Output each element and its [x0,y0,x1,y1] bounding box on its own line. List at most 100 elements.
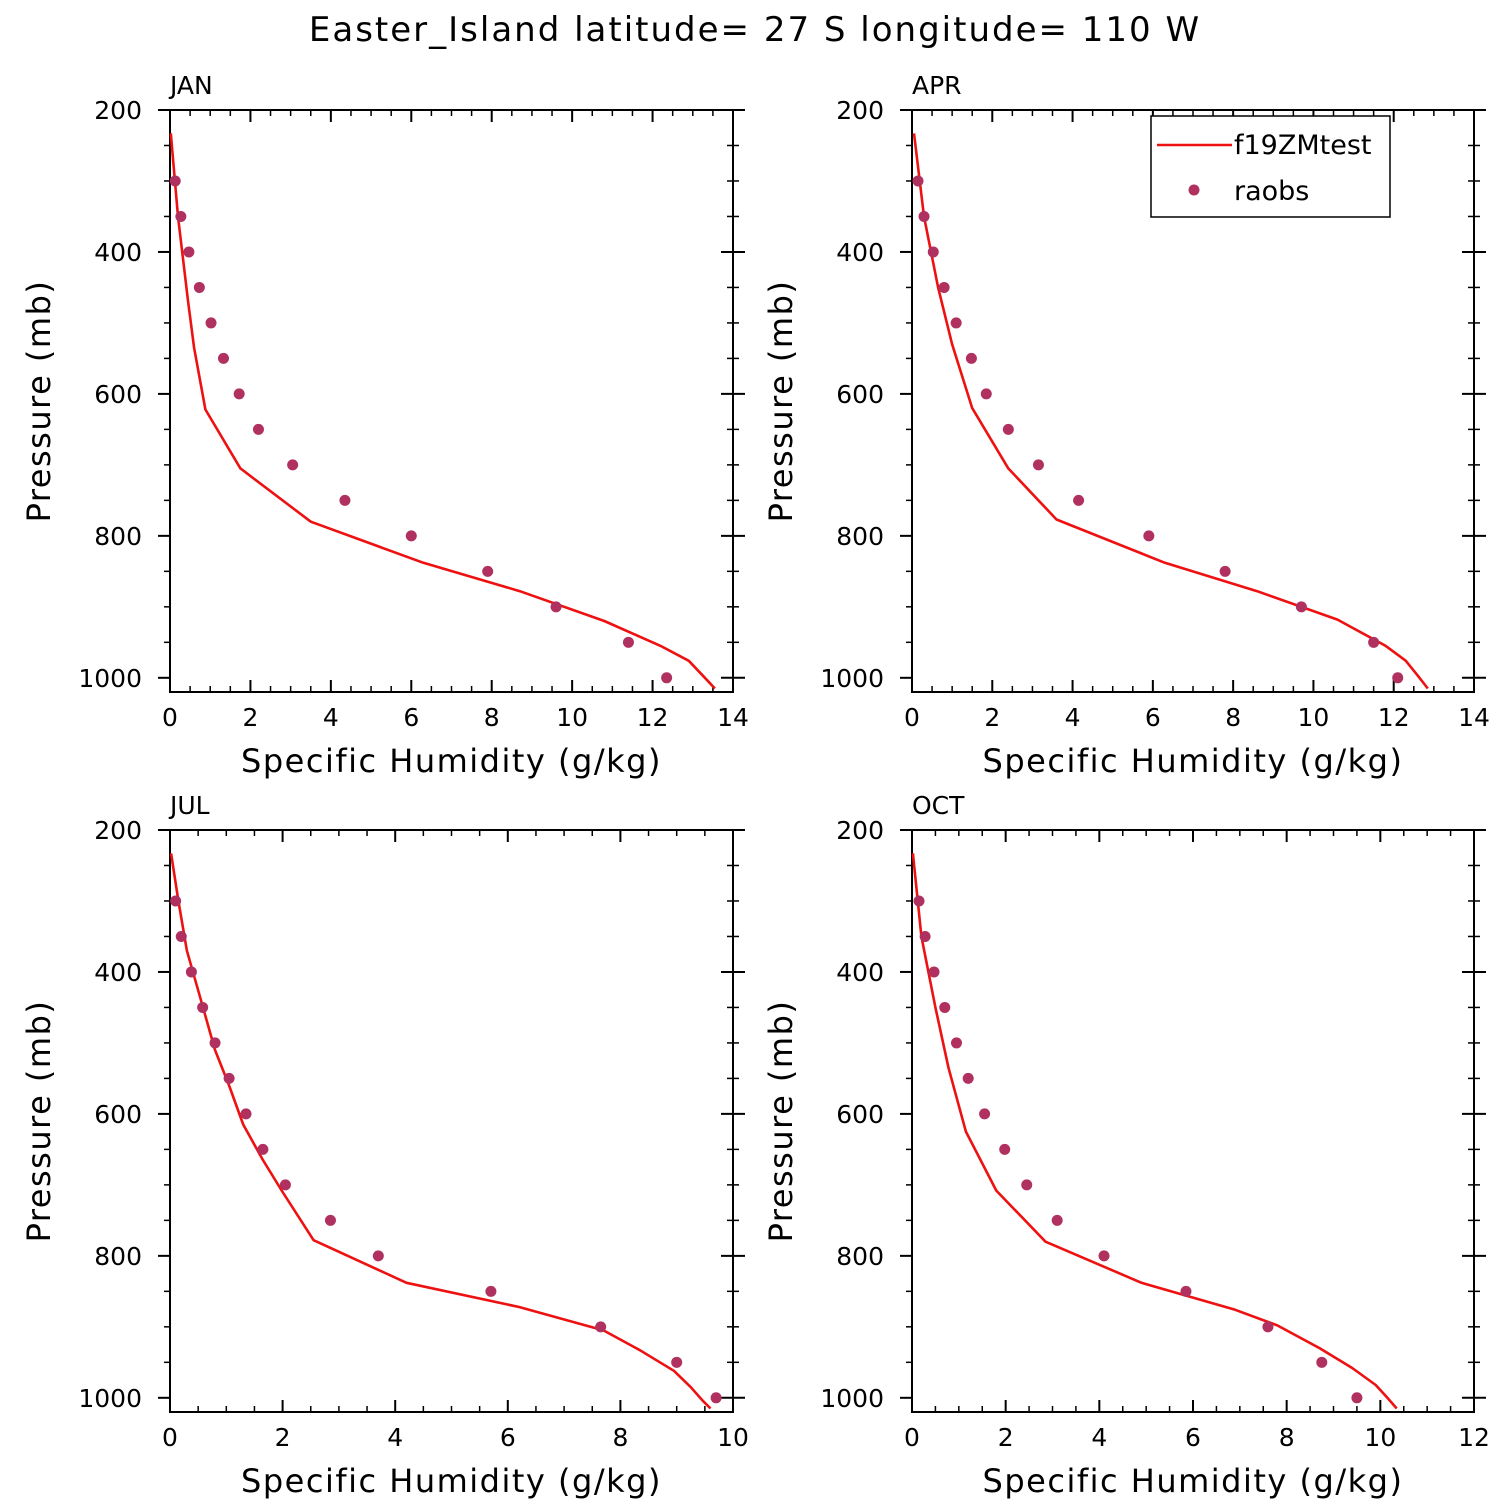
x-axis-title: Specific Humidity (g/kg) [983,1462,1404,1500]
x-tick-label: 8 [612,1423,628,1452]
panel-apr: 0 2 4 6 8 10 12 14 200 400 600 800 1000 Specific Humi… [762,71,1490,780]
obs-point [183,246,195,258]
x-tick-label: 2 [984,703,1000,732]
x-tick-label: 14 [1458,703,1490,732]
x-tick-label: 12 [1458,1423,1490,1452]
x-tick-label: 14 [717,703,749,732]
obs-point [1368,636,1380,648]
y-tick-label: 200 [94,816,142,845]
obs-point [287,459,299,471]
obs-point [950,1037,962,1049]
obs-point [710,1392,722,1404]
obs-point [1002,423,1014,435]
y-axis-title: Pressure (mb) [762,280,800,523]
x-tick-label: 2 [998,1423,1014,1452]
y-tick-label: 600 [94,380,142,409]
obs-point [550,601,562,613]
x-tick-label: 10 [1298,703,1330,732]
y-tick-label: 400 [94,958,142,987]
obs-point [1073,494,1085,506]
obs-point [175,930,187,942]
y-tick-label: 1000 [820,1384,884,1413]
obs-point [1021,1179,1033,1191]
obs-point [193,281,205,293]
obs-point [1051,1214,1063,1226]
x-axis-title: Specific Humidity (g/kg) [241,1462,662,1500]
x-tick-label: 8 [1279,1423,1295,1452]
x-tick-label: 0 [904,703,920,732]
x-tick-label: 4 [323,703,339,732]
obs-point [1143,530,1155,542]
x-tick-label: 8 [484,703,500,732]
obs-point [622,636,634,648]
model-line [911,853,1398,1410]
panel-jul: 0 2 4 6 8 10 200 400 600 800 1000 Specific Humidity… [20,791,749,1500]
obs-point [1295,601,1307,613]
figure-title: Easter_Island latitude= 27 S longitude= … [308,10,1202,50]
obs-point [595,1321,607,1333]
obs-point [372,1250,384,1262]
obs-point [962,1072,974,1084]
y-tick-label: 200 [836,816,884,845]
obs-point [170,895,182,907]
obs-point [671,1356,683,1368]
x-tick-label: 4 [1091,1423,1107,1452]
y-tick-label: 1000 [78,664,142,693]
y-axis-title: Pressure (mb) [762,1000,800,1243]
obs-point [485,1285,497,1297]
x-tick-label: 12 [1378,703,1410,732]
obs-point [927,246,939,258]
model-line [169,853,712,1410]
y-tick-label: 800 [94,1242,142,1271]
x-tick-label: 10 [556,703,588,732]
y-tick-label: 1000 [78,1384,142,1413]
obs-point [1098,1250,1110,1262]
obs-point [209,1037,221,1049]
y-tick-label: 800 [94,522,142,551]
legend: f19ZMtest raobs [1150,115,1391,218]
plot-frame [169,109,734,693]
obs-point [405,530,417,542]
obs-point [279,1179,291,1191]
obs-point [185,966,197,978]
legend-obs-label: raobs [1234,176,1309,207]
y-tick-label: 800 [836,522,884,551]
x-axis-title: Specific Humidity (g/kg) [983,742,1404,780]
x-tick-label: 6 [1145,703,1161,732]
obs-point [999,1143,1011,1155]
panel-label: APR [912,71,962,100]
obs-point [339,494,351,506]
panel-oct: 0 2 4 6 8 10 12 200 400 600 800 1000 Specific Humidi… [762,791,1490,1500]
model-line [169,133,716,690]
obs-point [1180,1285,1192,1297]
obs-point [257,1143,269,1155]
obs-point [928,966,940,978]
x-tick-label: 10 [717,1423,749,1452]
panel-label: OCT [912,791,965,820]
y-tick-label: 400 [94,238,142,267]
y-tick-label: 400 [836,958,884,987]
legend-box [1150,115,1391,218]
panel-label: JUL [168,791,210,820]
legend-dot-swatch [1188,184,1200,196]
obs-point [979,1108,991,1120]
x-tick-label: 6 [1185,1423,1201,1452]
obs-point [324,1214,336,1226]
obs-point [1351,1392,1363,1404]
x-tick-label: 4 [1065,703,1081,732]
obs-point [912,175,924,187]
x-tick-label: 6 [403,703,419,732]
y-axis-title: Pressure (mb) [20,1000,58,1243]
x-tick-label: 8 [1225,703,1241,732]
x-tick-label: 2 [275,1423,291,1452]
obs-point [965,352,977,364]
obs-point [1392,672,1404,684]
x-tick-label: 0 [904,1423,920,1452]
x-axis-title: Specific Humidity (g/kg) [241,742,662,780]
obs-point [240,1108,252,1120]
y-tick-label: 400 [836,238,884,267]
x-tick-label: 4 [387,1423,403,1452]
x-tick-label: 0 [162,1423,178,1452]
plot-frame [169,829,734,1413]
obs-point [980,388,992,400]
